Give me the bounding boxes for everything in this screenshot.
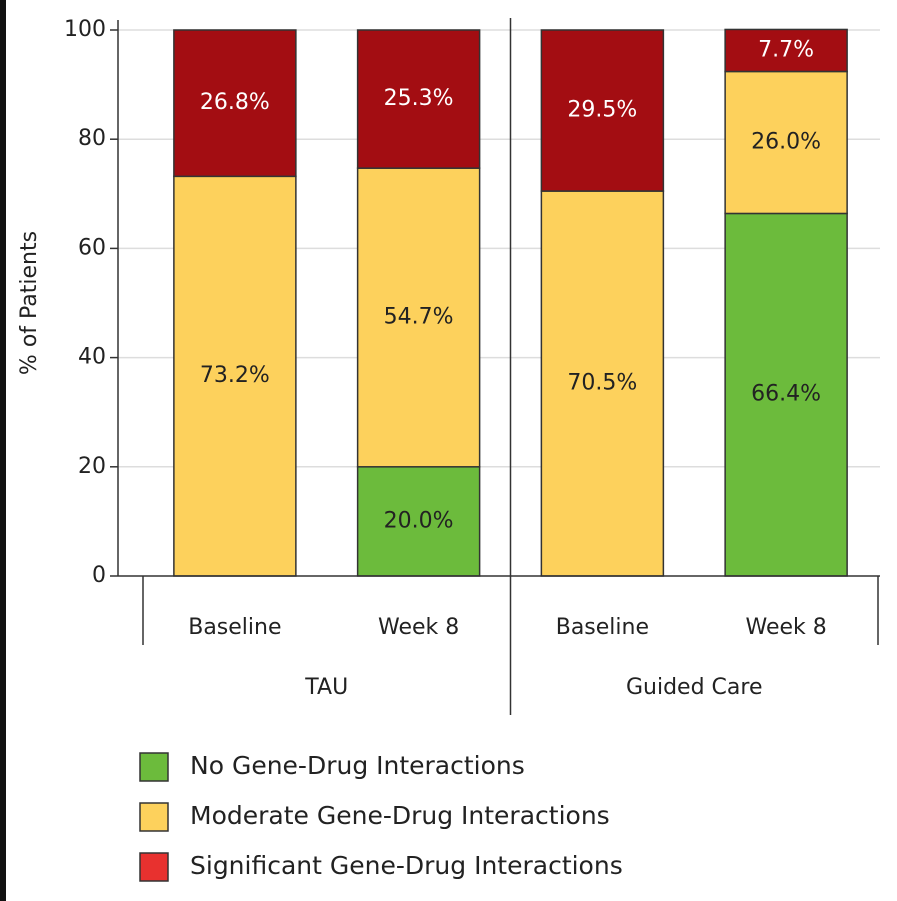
value-label: 20.0%	[384, 508, 454, 533]
bar-segment	[540, 190, 665, 577]
bar-segment	[356, 466, 481, 577]
legend-label: Significant Gene-Drug Interactions	[190, 851, 623, 880]
bar-segment	[724, 212, 848, 577]
y-tick-label: 60	[78, 235, 106, 260]
y-tick-label: 80	[78, 126, 106, 151]
bar-segment	[356, 167, 481, 468]
group-label: TAU	[304, 675, 348, 700]
x-tick-label: Week 8	[745, 615, 826, 640]
x-tick-label: Baseline	[188, 615, 281, 640]
value-label: 73.2%	[200, 363, 270, 388]
bar-segment	[724, 28, 848, 73]
y-tick-label: 40	[78, 345, 106, 370]
y-axis-label: % of Patients	[17, 231, 42, 375]
bar-segment	[540, 29, 665, 192]
bar-segment	[724, 70, 848, 215]
x-tick-label: Baseline	[556, 615, 649, 640]
value-label: 29.5%	[567, 98, 637, 123]
value-label: 70.5%	[567, 371, 637, 396]
x-tick-label: Week 8	[378, 615, 459, 640]
legend-swatch	[139, 752, 169, 782]
bar-segment	[356, 29, 481, 169]
value-label: 26.8%	[200, 90, 270, 115]
edge	[0, 0, 6, 901]
value-label: 54.7%	[384, 304, 454, 329]
bar-segment	[173, 29, 297, 178]
y-tick-label: 20	[78, 454, 106, 479]
y-tick-label: 100	[64, 17, 106, 42]
legend-label: No Gene-Drug Interactions	[190, 751, 525, 780]
value-label: 7.7%	[758, 37, 814, 62]
value-label: 25.3%	[384, 86, 454, 111]
y-tick-label: 0	[92, 563, 106, 588]
value-label: 66.4%	[751, 382, 821, 407]
legend-swatch	[139, 802, 169, 832]
legend-swatch	[139, 852, 169, 882]
group-label: Guided Care	[626, 675, 763, 700]
legend-label: Moderate Gene-Drug Interactions	[190, 801, 610, 830]
value-label: 26.0%	[751, 129, 821, 154]
bar-segment	[173, 175, 297, 577]
